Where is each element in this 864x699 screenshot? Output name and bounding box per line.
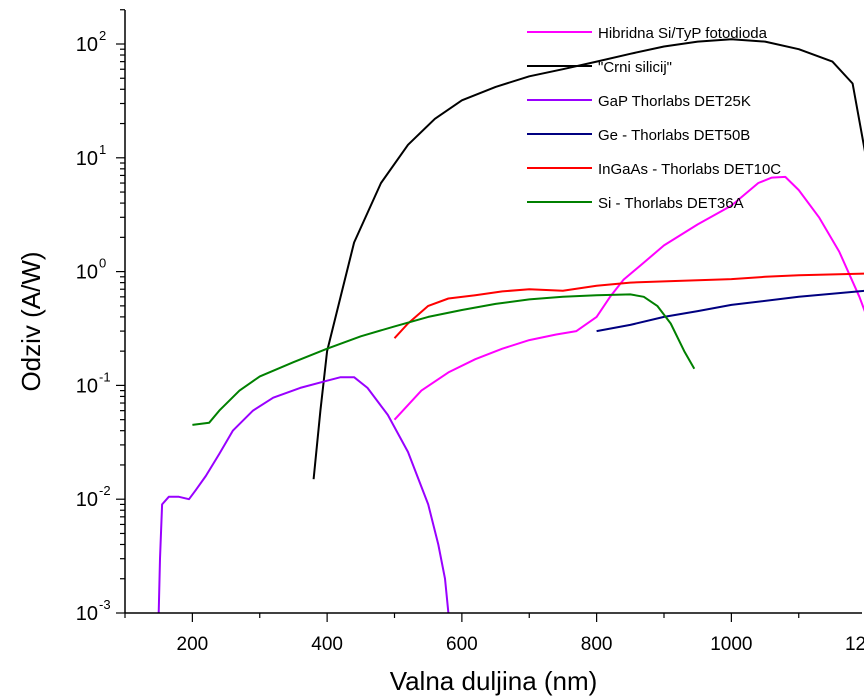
series-line-4	[596, 289, 864, 333]
y-tick-exponent: -1	[99, 369, 111, 384]
legend-label: Ge - Thorlabs DET50B	[598, 127, 750, 144]
series-layer	[157, 38, 864, 614]
y-tick-exponent: 2	[99, 28, 106, 43]
series-line-5	[393, 272, 864, 339]
x-tick-label: 600	[446, 634, 478, 655]
y-tick-label: 10	[76, 603, 98, 625]
y-tick-label: 10	[76, 262, 98, 284]
legend-label: GaP Thorlabs DET25K	[598, 93, 751, 110]
x-tick-label: 1000	[710, 634, 752, 655]
legend-label: Hibridna Si/TyP fotodioda	[598, 25, 768, 42]
series-line-1	[393, 175, 864, 421]
y-tick-label: 10	[76, 34, 98, 56]
y-tick-exponent: 0	[99, 256, 106, 271]
y-tick-exponent: -3	[99, 597, 111, 612]
y-tick-label: 10	[76, 375, 98, 397]
legend-label: InGaAs - Thorlabs DET10C	[598, 161, 781, 178]
axes	[124, 10, 862, 614]
series-line-2	[312, 38, 864, 480]
x-tick-label: 1200	[845, 634, 864, 655]
legend: Hibridna Si/TyP fotodioda "Crni silicij" G…	[527, 25, 781, 212]
x-ticks: 2004006008001000120014001600180020002200	[124, 613, 864, 655]
x-tick-label: 800	[581, 634, 613, 655]
y-tick-label: 10	[76, 489, 98, 511]
x-tick-label: 200	[177, 634, 209, 655]
y-tick-exponent: 1	[99, 142, 106, 157]
legend-label: "Crni silicij"	[598, 59, 672, 76]
x-axis-label: Valna duljina (nm)	[390, 666, 598, 696]
series-line-6	[192, 293, 696, 426]
x-tick-label: 400	[311, 634, 343, 655]
y-tick-label: 10	[76, 148, 98, 170]
series-line-3	[157, 376, 450, 614]
y-axis-label: Odziv (A/W)	[16, 251, 46, 391]
y-tick-exponent: -2	[99, 483, 111, 498]
legend-label: Si - Thorlabs DET36A	[598, 195, 744, 212]
